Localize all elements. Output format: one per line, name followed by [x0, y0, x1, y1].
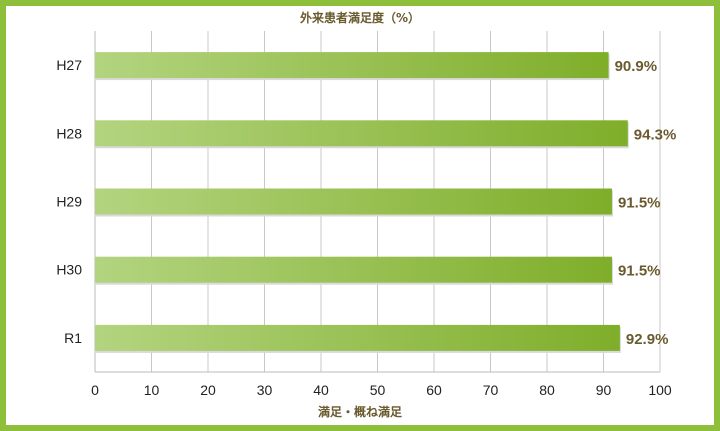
bar: [95, 52, 609, 79]
x-tick-label: 100: [648, 382, 672, 398]
x-tick-label: 50: [370, 382, 386, 398]
x-axis-label: 満足・概ね満足: [318, 404, 402, 419]
x-tick-label: 60: [426, 382, 442, 398]
bars-group: H27 90.9% H28 94.3% H29 91.5% H30 91.5% R1 92.9%: [56, 52, 676, 353]
x-tick-label: 0: [91, 382, 99, 398]
bar-value-label: 90.9%: [615, 58, 658, 75]
category-label: H29: [56, 194, 82, 210]
bar: [95, 120, 628, 147]
x-tick-label: 10: [144, 382, 160, 398]
bar: [95, 188, 612, 215]
x-tick-label: 90: [596, 382, 612, 398]
bar-value-label: 92.9%: [626, 331, 669, 348]
x-tick-label: 40: [313, 382, 329, 398]
x-tick-label: 80: [539, 382, 555, 398]
chart-title: 外来患者満足度（%）: [300, 10, 420, 25]
x-tick-label: 20: [200, 382, 216, 398]
x-tick-label: 70: [483, 382, 499, 398]
x-axis-ticks: 0 10 20 30 40 50 60 70 80 90 100: [91, 382, 672, 398]
category-label: R1: [64, 330, 82, 346]
category-label: H27: [56, 57, 82, 73]
bar: [95, 324, 620, 351]
bar: [95, 256, 612, 283]
bar-value-label: 91.5%: [618, 195, 661, 212]
bar-value-label: 94.3%: [634, 126, 677, 143]
x-tick-label: 30: [257, 382, 273, 398]
category-label: H28: [56, 125, 82, 141]
bar-value-label: 91.5%: [618, 263, 661, 280]
category-label: H30: [56, 262, 82, 278]
